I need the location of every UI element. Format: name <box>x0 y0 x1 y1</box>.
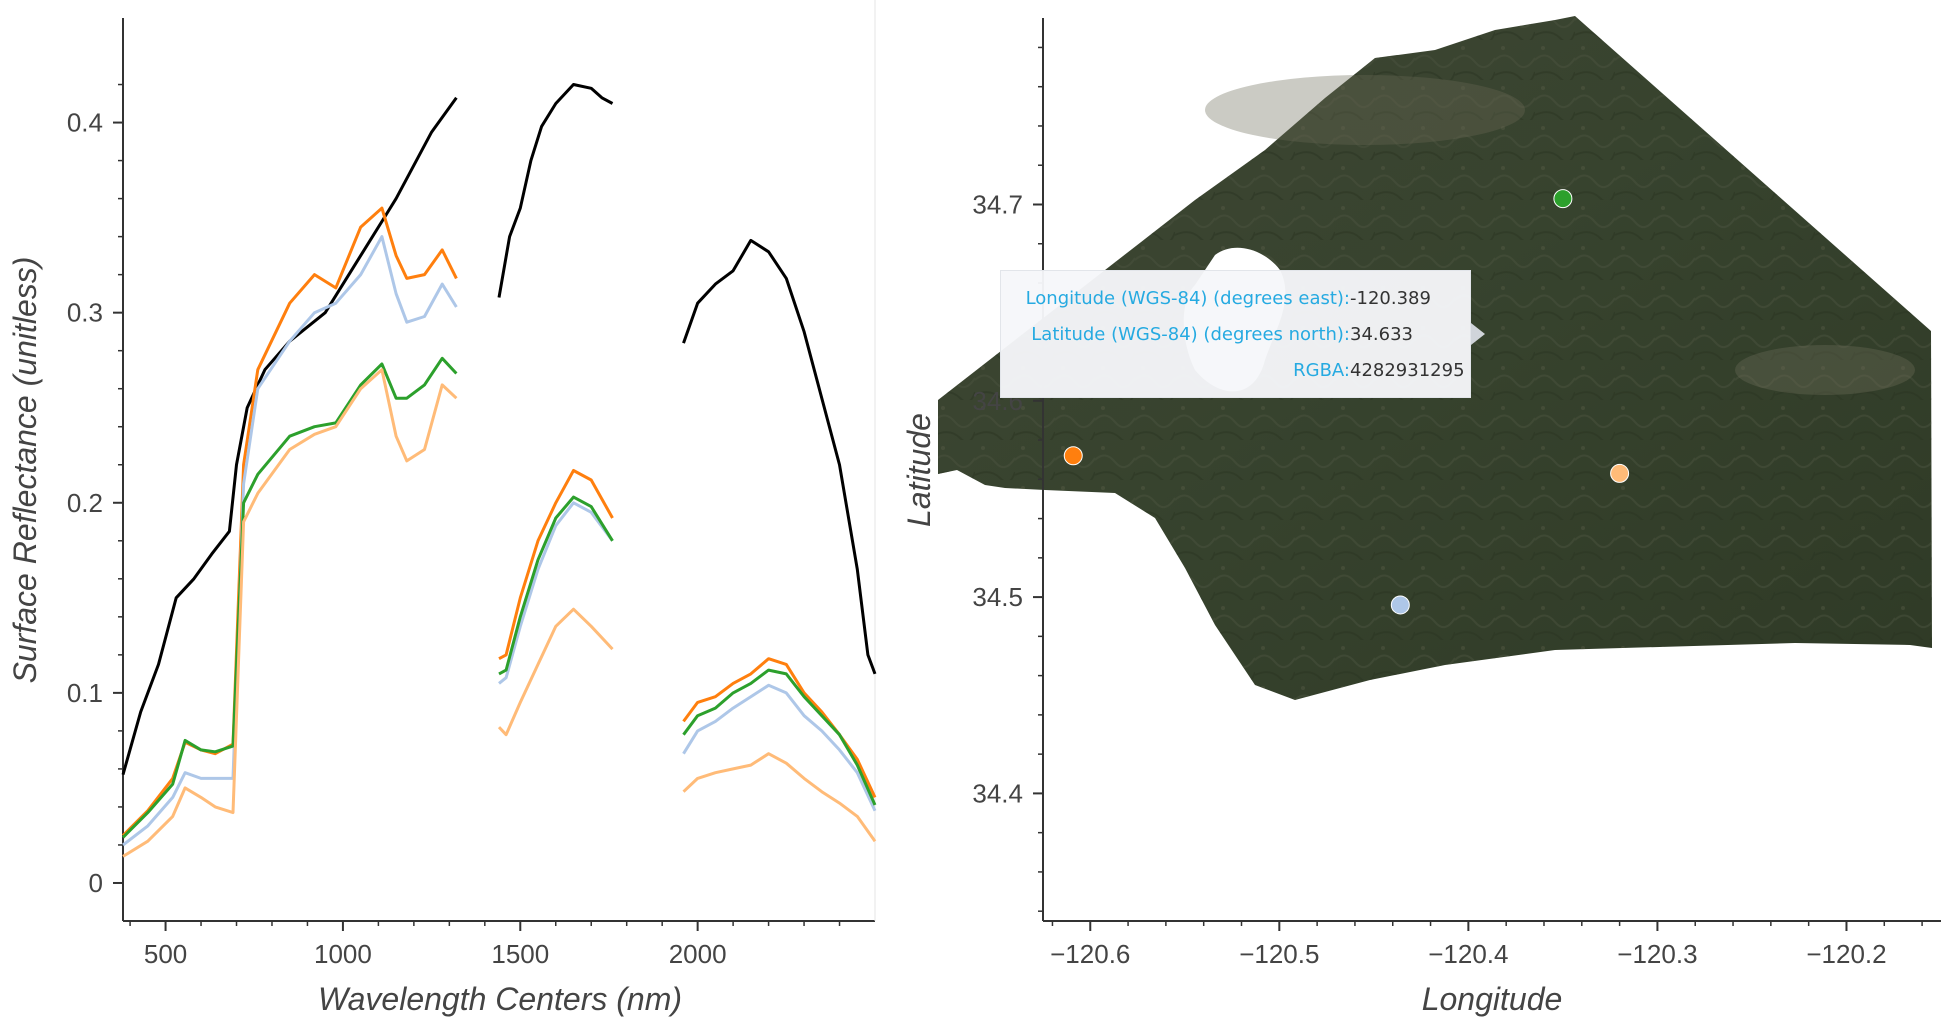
tooltip-row-latitude: Latitude (WGS-84) (degrees north): 34.63… <box>1001 317 1470 353</box>
x-tick-label: 1000 <box>314 939 372 969</box>
x-axis-label: Wavelength Centers (nm) <box>318 981 682 1017</box>
x-tick-label: −120.3 <box>1617 939 1697 969</box>
spectrum-line-1[interactable] <box>121 206 458 837</box>
spectrum-line-4[interactable] <box>497 607 614 737</box>
spectrum-line-1[interactable] <box>682 657 877 799</box>
sample-point-3[interactable] <box>1390 595 1410 615</box>
spectrum-line-0[interactable] <box>121 96 458 776</box>
y-tick-label: 0.3 <box>67 298 103 328</box>
tooltip-key: RGBA: <box>1293 360 1350 381</box>
x-tick-label: −120.6 <box>1050 939 1130 969</box>
spectrum-line-4[interactable] <box>682 752 877 843</box>
x-axis-label: Longitude <box>1422 981 1563 1017</box>
spectrum-plot-panel: 0 0.1 0.2 0.3 0.4 500 1000 1500 2000 Wavelength … <box>0 0 890 1021</box>
y-axis-label: Surface Reflectance (unitless) <box>7 257 43 684</box>
tooltip-key: Longitude (WGS-84) (degrees east): <box>1025 288 1350 309</box>
tooltip-key: Latitude (WGS-84) (degrees north): <box>1031 324 1350 345</box>
sample-point-2[interactable] <box>1610 463 1630 483</box>
tooltip-row-longitude: Longitude (WGS-84) (degrees east): -120.… <box>1001 281 1470 317</box>
spectrum-line-3[interactable] <box>682 668 877 806</box>
y-tick-label: 0.1 <box>67 678 103 708</box>
spectrum-chart[interactable]: 0 0.1 0.2 0.3 0.4 500 1000 1500 2000 Wavelength … <box>0 0 890 1021</box>
y-tick-label: 0 <box>89 868 103 898</box>
tooltip-value: -120.389 <box>1350 288 1431 309</box>
spectrum-line-0[interactable] <box>497 83 614 298</box>
spectrum-line-4[interactable] <box>122 368 458 858</box>
tooltip-pointer-icon <box>1471 323 1485 345</box>
map-plot-panel: 34.4 34.5 34.6 34.7 −120.6 −120.5 −120.4 −120.3… <box>895 0 1944 1021</box>
x-tick-label: 500 <box>144 939 187 969</box>
sample-point-0[interactable] <box>1553 189 1573 209</box>
y-tick-label: 34.4 <box>972 778 1023 808</box>
x-tick-label: −120.2 <box>1806 939 1886 969</box>
spectrum-line-0[interactable] <box>682 238 877 675</box>
y-tick-label: 34.5 <box>972 582 1023 612</box>
spectrum-line-2[interactable] <box>498 501 614 685</box>
spectrum-line-3[interactable] <box>498 495 614 676</box>
tooltip-value: 4282931295 <box>1350 360 1465 381</box>
x-tick-label: 1500 <box>491 939 549 969</box>
x-tick-label: 2000 <box>669 939 727 969</box>
sample-point-1[interactable] <box>1063 446 1083 466</box>
y-tick-label: 34.7 <box>972 189 1023 219</box>
spectrum-line-2[interactable] <box>682 683 877 812</box>
y-tick-label: 0.4 <box>67 108 103 138</box>
spectrum-line-1[interactable] <box>498 469 614 661</box>
y-tick-label: 0.2 <box>67 488 103 518</box>
x-tick-label: −120.5 <box>1239 939 1319 969</box>
hover-tooltip: Longitude (WGS-84) (degrees east): -120.… <box>1000 270 1471 398</box>
tooltip-row-rgba: RGBA: 4282931295 <box>1001 353 1470 389</box>
spectrum-line-2[interactable] <box>122 235 458 847</box>
y-axis-label: Latitude <box>901 413 937 527</box>
x-tick-label: −120.4 <box>1428 939 1508 969</box>
tooltip-value: 34.633 <box>1350 324 1413 345</box>
map-chart[interactable]: 34.434.534.634.7−120.6 −120.5 −120.4 −120.3… <box>895 0 1944 1021</box>
spectrum-line-3[interactable] <box>121 356 458 839</box>
